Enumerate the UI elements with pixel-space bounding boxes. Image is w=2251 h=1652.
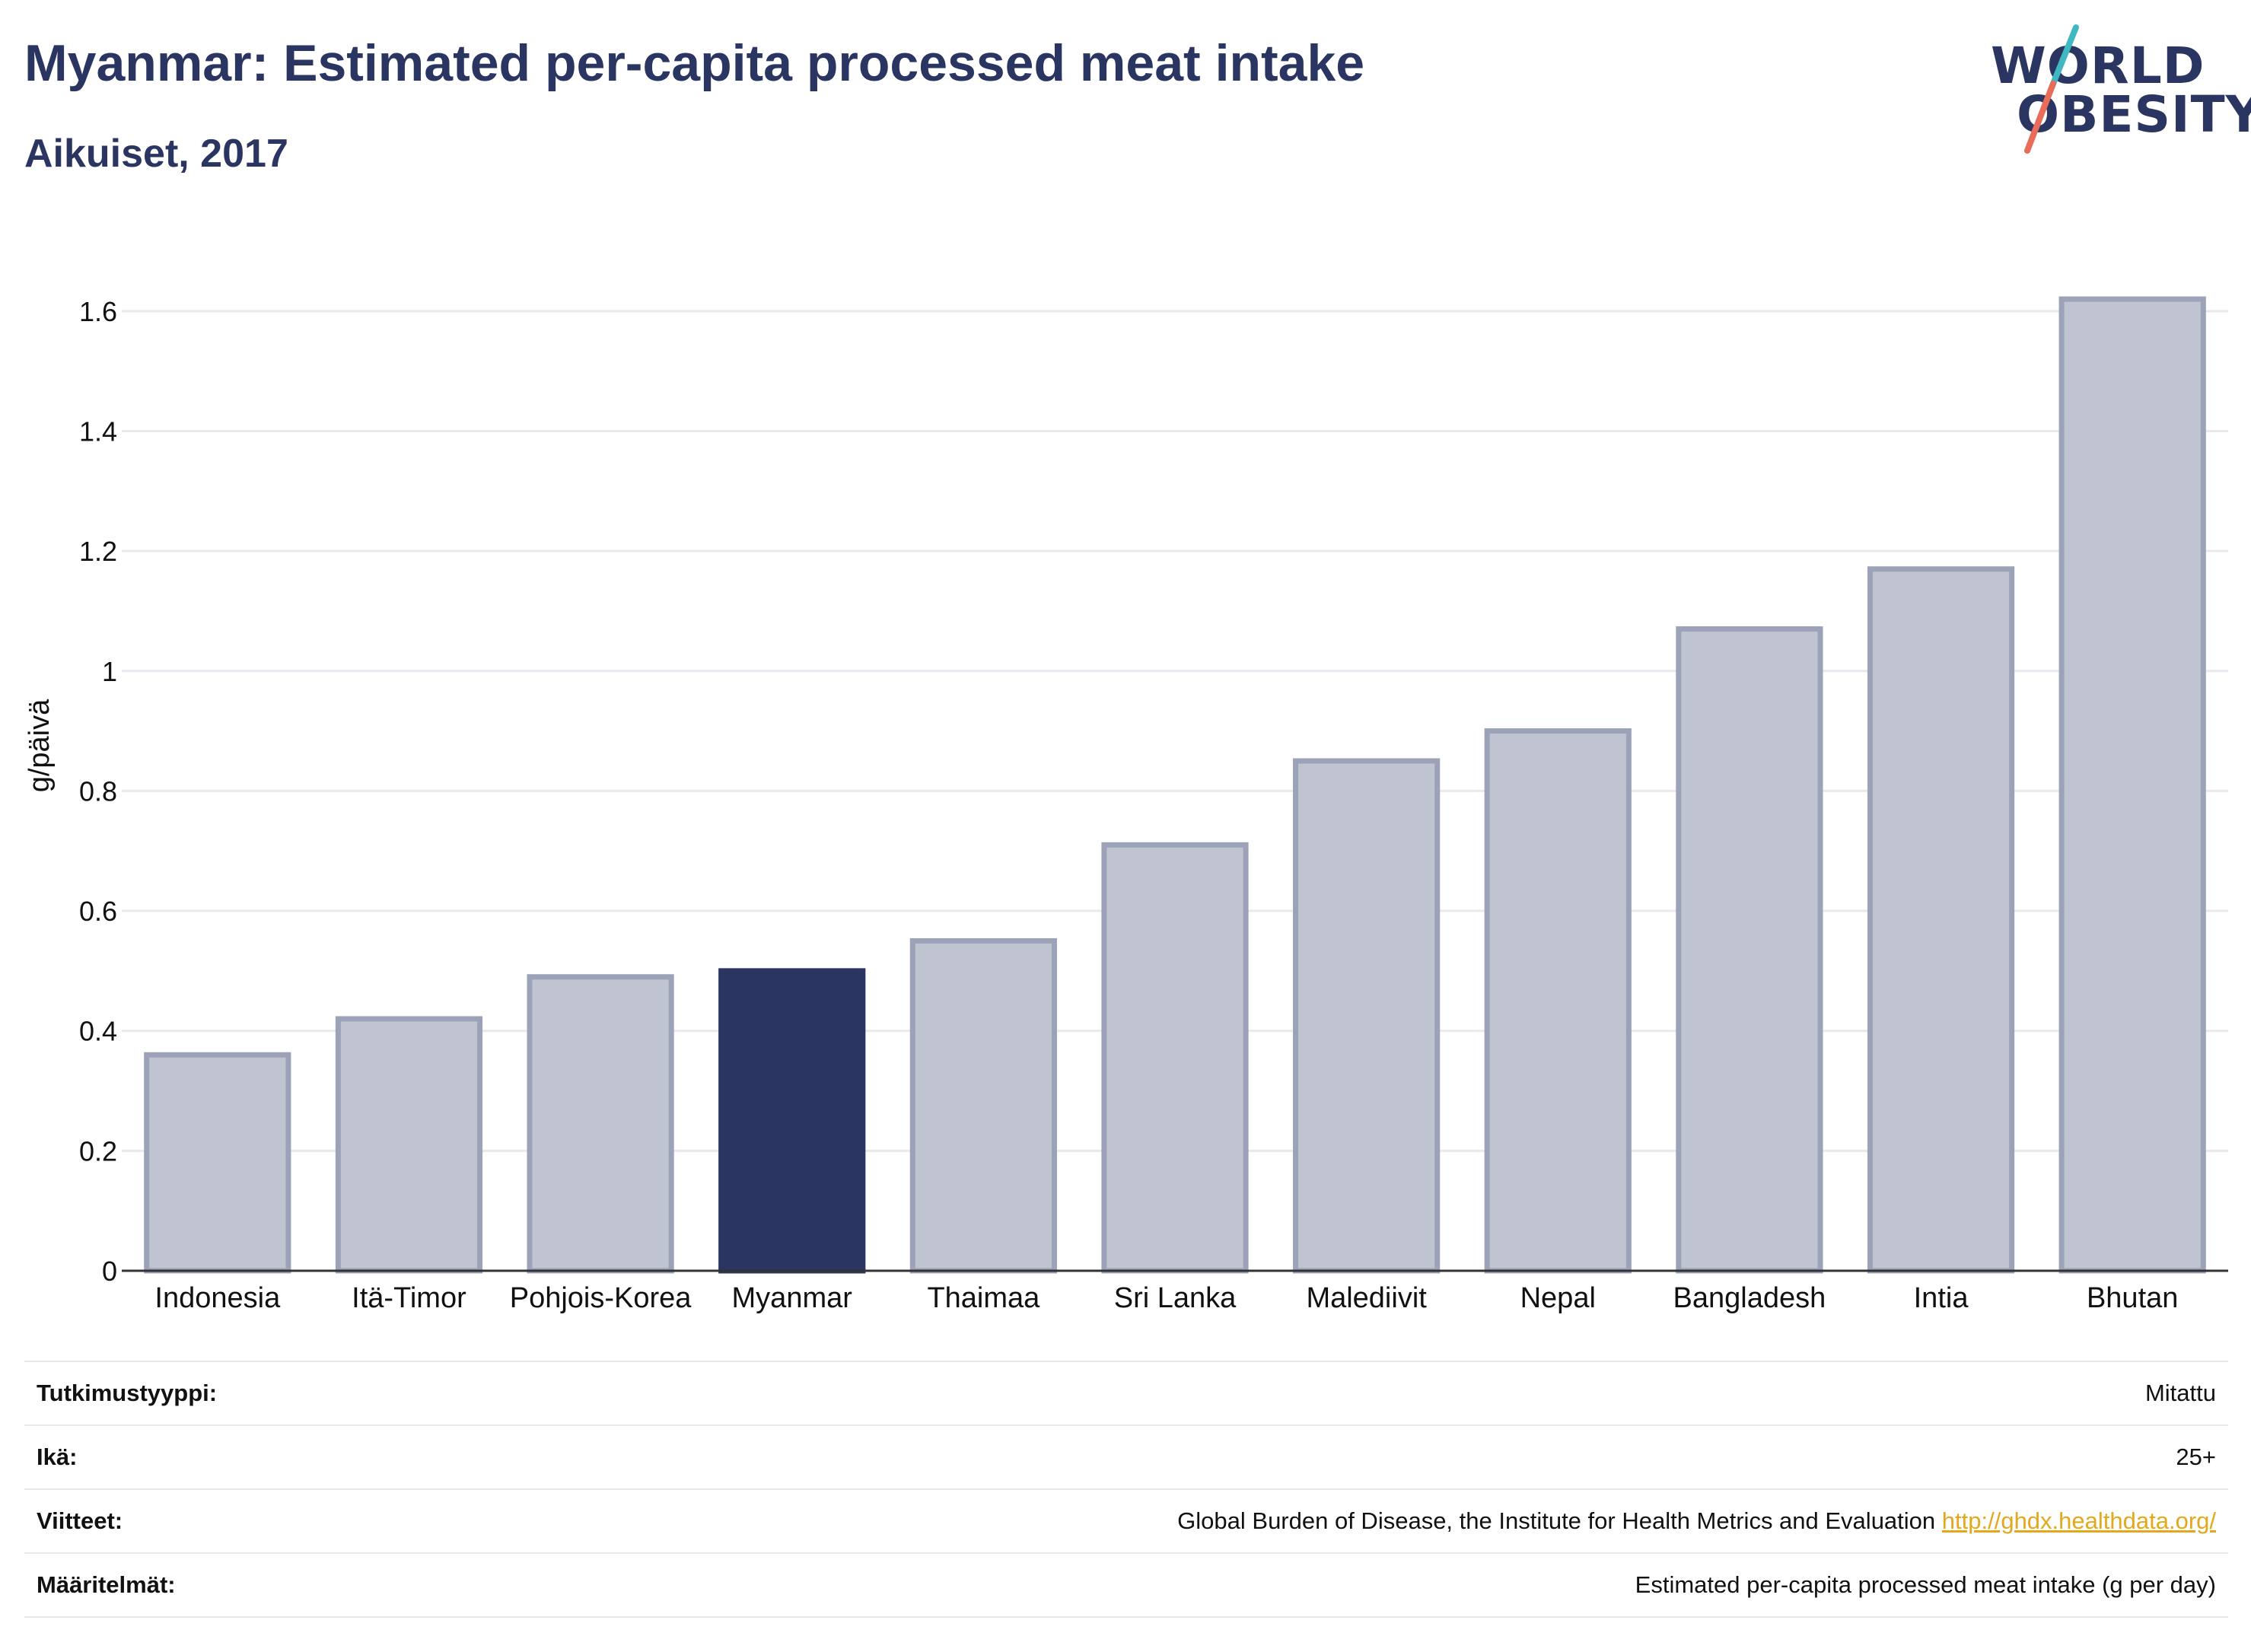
bar — [909, 937, 1057, 1274]
logo-line-2: OBESITY — [2017, 85, 2251, 144]
bars — [144, 296, 2206, 1274]
x-tick-label: Malediivit — [1306, 1282, 1427, 1314]
bar-highlighted — [718, 968, 866, 1274]
y-tick-label: 1.2 — [79, 536, 117, 567]
x-tick-label: Nepal — [1520, 1282, 1596, 1314]
world-obesity-logo: WORLD OBESITY — [1986, 21, 2251, 158]
info-value: Mitattu — [380, 1361, 2228, 1425]
y-tick-label: 0 — [102, 1256, 117, 1287]
x-tick-label: Pohjois-Korea — [510, 1282, 692, 1314]
x-tick-label: Bangladesh — [1673, 1282, 1826, 1314]
info-row-study-type: Tutkimustyyppi: Mitattu — [24, 1361, 2228, 1425]
info-key: Ikä: — [24, 1424, 380, 1489]
info-table: Tutkimustyyppi: Mitattu Ikä: 25+ Viittee… — [24, 1361, 2228, 1618]
y-axis-label: g/päivä — [24, 699, 56, 792]
y-tick-label: 0.2 — [79, 1135, 117, 1167]
bar — [144, 1052, 291, 1274]
reference-link[interactable]: http://ghdx.healthdata.org/ — [1941, 1507, 2216, 1534]
y-tick-labels: 0 0.2 0.4 0.6 0.8 1 1.2 1.4 1.6 — [79, 296, 117, 1287]
info-value: Estimated per-capita processed meat inta… — [380, 1552, 2228, 1618]
chart-subtitle: Aikuiset, 2017 — [24, 132, 288, 176]
logo-line-1: WORLD — [1991, 37, 2205, 95]
info-row-references: Viitteet: Global Burden of Disease, the … — [24, 1488, 2228, 1553]
y-tick-label: 1.4 — [79, 415, 117, 447]
bar — [1101, 842, 1249, 1274]
x-tick-label: Bhutan — [2087, 1282, 2178, 1314]
chart-title: Myanmar: Estimated per-capita processed … — [24, 34, 1365, 92]
info-value-references: Global Burden of Disease, the Institute … — [380, 1488, 2228, 1553]
bar — [527, 974, 674, 1274]
bar — [335, 1016, 483, 1274]
info-row-age: Ikä: 25+ — [24, 1424, 2228, 1489]
x-tick-labels: Indonesia Itä-Timor Pohjois-Korea Myanmar Th… — [154, 1282, 2178, 1314]
bar — [1293, 758, 1441, 1274]
bar-chart: 0 0.2 0.4 0.6 0.8 1 1.2 1.4 1.6 Indonesia Itä-Tim… — [24, 296, 2228, 1314]
bar — [1676, 626, 1823, 1274]
info-value: 25+ — [380, 1424, 2228, 1489]
x-tick-label: Itä-Timor — [352, 1282, 466, 1314]
bar — [1484, 728, 1632, 1274]
y-tick-label: 0.6 — [79, 896, 117, 927]
x-tick-label: Intia — [1914, 1282, 1969, 1314]
y-tick-label: 1 — [102, 656, 117, 687]
y-tick-label: 0.4 — [79, 1016, 117, 1047]
y-tick-label: 0.8 — [79, 775, 117, 807]
logo-slash-icon — [2024, 24, 2079, 154]
y-tick-label: 1.6 — [79, 296, 117, 327]
bar — [2058, 296, 2206, 1274]
info-key: Määritelmät: — [24, 1552, 380, 1618]
x-tick-label: Thaimaa — [927, 1282, 1040, 1314]
x-tick-label: Indonesia — [154, 1282, 281, 1314]
x-tick-label: Myanmar — [732, 1282, 853, 1314]
info-key: Tutkimustyyppi: — [24, 1361, 380, 1425]
info-row-definitions: Määritelmät: Estimated per-capita proces… — [24, 1552, 2228, 1618]
x-tick-label: Sri Lanka — [1114, 1282, 1237, 1314]
reference-text: Global Burden of Disease, the Institute … — [1177, 1507, 1936, 1534]
info-key: Viitteet: — [24, 1488, 380, 1553]
bar — [1867, 566, 2015, 1274]
